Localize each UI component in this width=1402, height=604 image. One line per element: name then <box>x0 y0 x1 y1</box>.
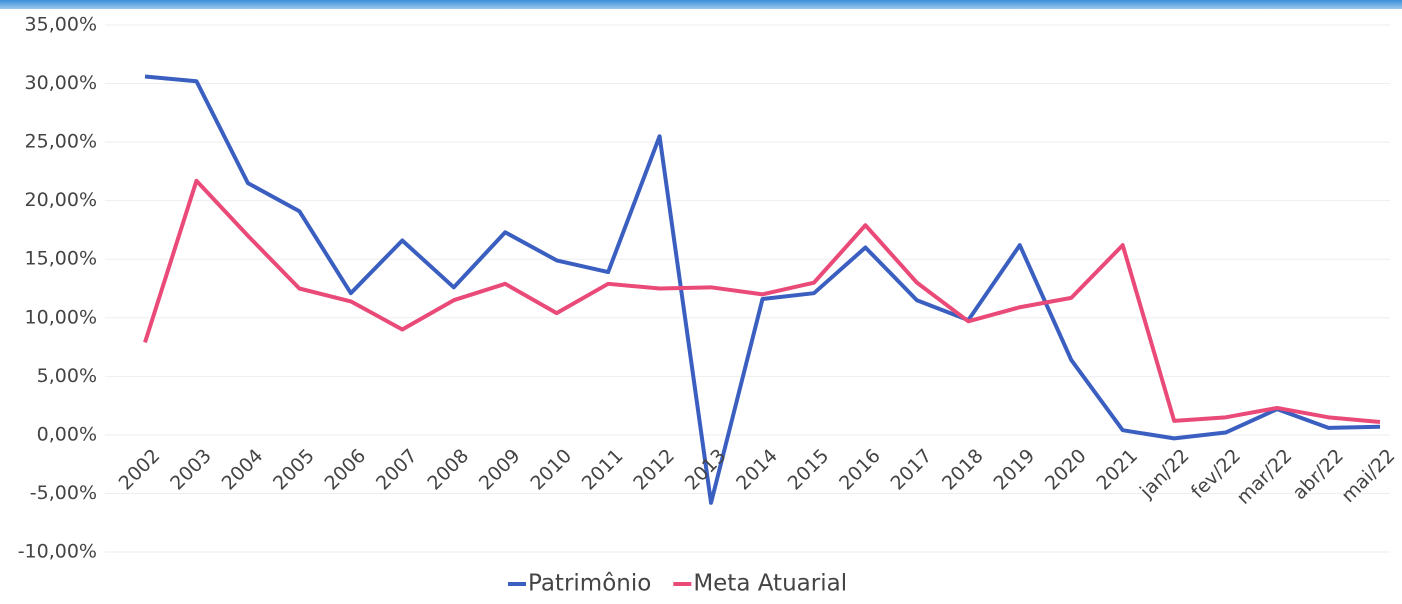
x-tick-label: 2015 <box>784 445 834 495</box>
y-tick-label: 5,00% <box>37 365 97 387</box>
x-tick-label: 2002 <box>115 445 165 495</box>
legend-label: Meta Atuarial <box>693 571 847 597</box>
series-line <box>143 178 1381 424</box>
y-tick-label: 20,00% <box>25 189 97 211</box>
plot <box>143 74 1381 505</box>
x-tick-label: 2009 <box>475 445 525 495</box>
y-tick-label: 25,00% <box>25 131 97 153</box>
series-line <box>144 74 1381 505</box>
x-tick-label: 2003 <box>166 445 216 495</box>
x-tick-label: 2007 <box>372 445 422 495</box>
header-strip <box>0 0 1402 9</box>
x-tick-label: 2012 <box>629 445 679 495</box>
x-tick-label: 2019 <box>989 445 1039 495</box>
x-tick-label: 2011 <box>578 445 628 495</box>
x-tick-label: mai/22 <box>1337 445 1399 507</box>
x-tick-label: 2005 <box>269 445 319 495</box>
y-tick-label: -10,00% <box>18 541 97 563</box>
x-tick-label: abr/22 <box>1289 445 1348 504</box>
x-tick-label: 2014 <box>732 445 782 495</box>
x-tick-label: jan/22 <box>1135 445 1193 503</box>
x-tick-label: 2018 <box>938 445 988 495</box>
y-tick-label: 0,00% <box>37 423 97 445</box>
x-tick-label: mar/22 <box>1232 445 1296 509</box>
legend-label: Patrimônio <box>528 571 651 597</box>
y-tick-label: 15,00% <box>25 248 97 270</box>
x-tick-label: 2004 <box>218 445 268 495</box>
y-tick-label: 10,00% <box>25 306 97 328</box>
x-tick-label: 2017 <box>887 445 937 495</box>
x-tick-label: 2010 <box>526 445 576 495</box>
x-tick-label: 2021 <box>1092 445 1142 495</box>
x-tick-label: 2016 <box>835 445 885 495</box>
x-tick-label: 2020 <box>1041 445 1091 495</box>
x-tick-label: 2008 <box>423 445 473 495</box>
x-tick-label: 2006 <box>321 445 371 495</box>
y-tick-label: -5,00% <box>30 482 97 504</box>
grid <box>105 24 1390 553</box>
y-tick-label: 35,00% <box>25 14 97 36</box>
labels: -10,00% -5,00% 0,00% 5,00% 10,00% 15,00% 20,00… <box>18 14 1400 597</box>
y-tick-label: 30,00% <box>25 72 97 94</box>
